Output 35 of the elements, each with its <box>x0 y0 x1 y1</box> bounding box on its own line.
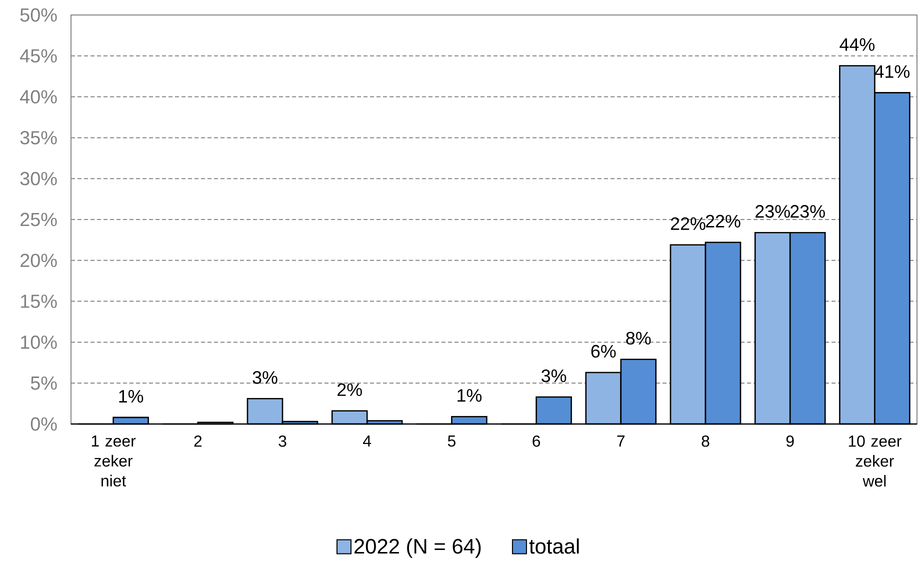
x-tick-label: 7 <box>617 436 625 446</box>
x-tick-label: 6 <box>532 436 540 447</box>
data-label: 3% <box>252 371 278 384</box>
data-label: 22% <box>670 217 706 230</box>
y-tick-label: 25% <box>20 212 57 226</box>
data-label: 23% <box>790 205 825 218</box>
x-tick-label: 2 <box>194 436 202 447</box>
legend-label: 2022 (N = 64) <box>354 538 481 558</box>
data-label: 6% <box>591 344 616 358</box>
x-tick-label: 9 <box>786 436 794 447</box>
y-tick-label: 45% <box>20 49 57 63</box>
y-tick-label: 40% <box>20 90 57 104</box>
data-label: 23% <box>756 205 790 218</box>
data-label: 3% <box>542 369 566 382</box>
x-tick-label: 1 zeer zeker niet <box>92 436 136 486</box>
x-tick-label: 3 <box>278 436 286 447</box>
y-tick-label: 5% <box>30 376 57 390</box>
y-tick-label: 15% <box>21 294 57 308</box>
y-tick-label: 20% <box>20 254 57 268</box>
legend-label: totaal <box>529 538 579 554</box>
data-label: 8% <box>626 332 651 345</box>
data-label: 22% <box>706 214 740 228</box>
y-tick-label: 0% <box>30 417 57 431</box>
x-tick-label: 4 <box>363 436 372 446</box>
x-tick-label: 10 zeer zeker wel <box>848 436 902 487</box>
y-tick-label: 10% <box>21 335 57 349</box>
y-tick-label: 50% <box>20 8 57 22</box>
data-label: 2% <box>338 383 362 396</box>
x-tick-label: 8 <box>702 436 710 447</box>
y-tick-label: 35% <box>20 130 57 144</box>
y-tick-label: 30% <box>20 172 57 186</box>
data-label: 1% <box>119 390 144 403</box>
x-tick-label: 5 <box>448 436 456 447</box>
data-label: 1% <box>458 389 482 402</box>
data-label: 44% <box>840 38 875 51</box>
